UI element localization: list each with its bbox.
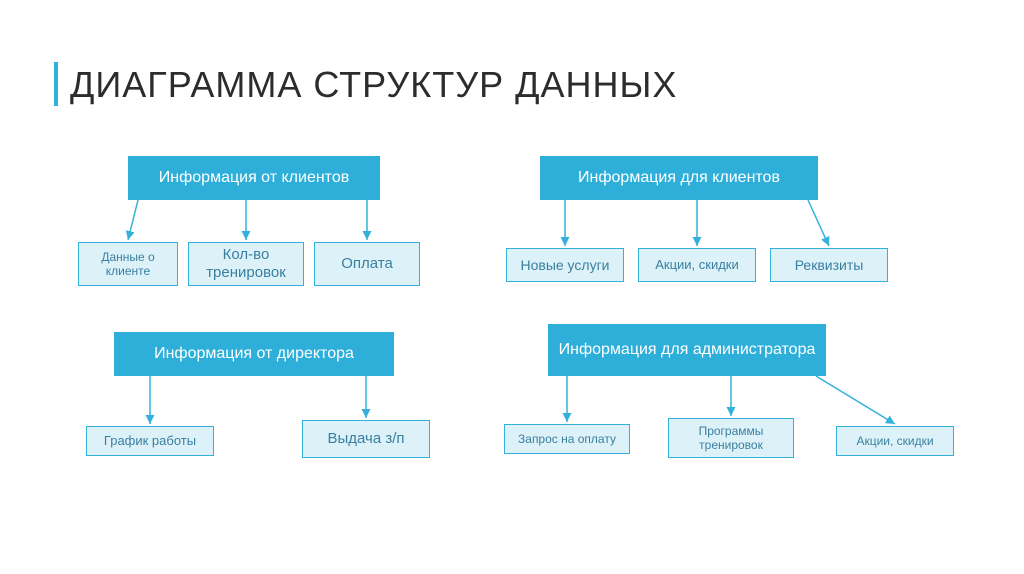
child-box-3-1: Программы тренировок — [668, 418, 794, 458]
parent-box-0: Информация от клиентов — [128, 156, 380, 200]
child-box-1-1: Акции, скидки — [638, 248, 756, 282]
slide-title: ДИАГРАММА СТРУКТУР ДАННЫХ — [70, 64, 677, 106]
child-box-3-0: Запрос на оплату — [504, 424, 630, 454]
parent-box-2: Информация от директора — [114, 332, 394, 376]
child-box-1-0: Новые услуги — [506, 248, 624, 282]
child-box-0-2: Оплата — [314, 242, 420, 286]
parent-box-3: Информация для администратора — [548, 324, 826, 376]
parent-box-1: Информация для клиентов — [540, 156, 818, 200]
child-box-2-1: Выдача з/п — [302, 420, 430, 458]
child-box-2-0: График работы — [86, 426, 214, 456]
child-box-0-1: Кол-во тренировок — [188, 242, 304, 286]
slide: { "title": { "text": "ДИАГРАММА СТРУКТУР… — [0, 0, 1024, 574]
child-box-3-2: Акции, скидки — [836, 426, 954, 456]
child-box-0-0: Данные о клиенте — [78, 242, 178, 286]
child-box-1-2: Реквизиты — [770, 248, 888, 282]
title-accent-bar — [54, 62, 58, 106]
